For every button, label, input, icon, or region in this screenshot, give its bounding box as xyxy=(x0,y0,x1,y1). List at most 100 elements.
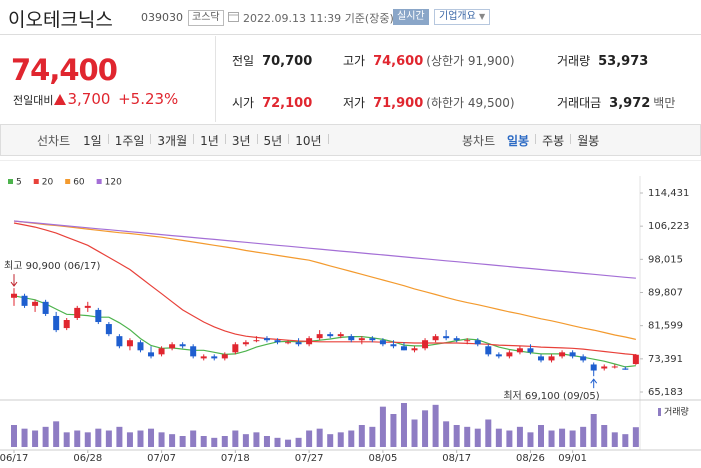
candle-body xyxy=(432,336,439,341)
candle-body xyxy=(21,295,28,306)
overview-text: 기업개요 xyxy=(439,11,476,22)
tab[interactable]: 5년 xyxy=(263,134,283,148)
chart: 5 20 60 120 65,183 73,391 81,599 89,807 98,015 10… xyxy=(0,160,701,464)
tab[interactable]: 1주일 xyxy=(114,134,145,148)
volume-bar xyxy=(632,427,639,447)
volume-bar xyxy=(274,437,281,447)
volume-bar xyxy=(32,430,39,447)
candle-body xyxy=(348,336,355,341)
tab[interactable]: 1일 xyxy=(83,134,102,148)
volume-bar xyxy=(485,419,492,447)
candle-body xyxy=(242,342,249,345)
candle-body xyxy=(580,356,587,361)
volume-bar xyxy=(285,439,292,447)
candle-body xyxy=(559,352,566,357)
quote-note: 백만 xyxy=(653,96,676,110)
volume-bar xyxy=(538,425,544,447)
tab[interactable]: 1년 xyxy=(200,134,219,148)
volume-bar xyxy=(200,436,207,447)
tab[interactable]: 10년 xyxy=(295,134,322,148)
x-tick-label: 07/07 xyxy=(147,453,176,464)
volume-bar xyxy=(432,404,439,447)
legend-swatch xyxy=(65,179,71,184)
divider xyxy=(0,34,701,35)
quote-value: 3,972 xyxy=(609,96,651,111)
volume-bar xyxy=(316,428,323,447)
candle-body xyxy=(611,366,618,368)
candle-body xyxy=(295,342,302,345)
volume-bar xyxy=(611,432,618,447)
basis-text: 기준(장중) xyxy=(344,12,394,25)
quote-value: 71,900 xyxy=(373,96,424,111)
volume-bar xyxy=(590,414,597,447)
current-price: 74,400 xyxy=(11,53,118,87)
change-pct: +5.23% xyxy=(118,90,179,108)
annotation-high: 최고 90,900 (06/17) xyxy=(4,260,100,272)
volume-bar xyxy=(453,425,460,447)
legend-swatch xyxy=(96,179,102,184)
volume-bar xyxy=(63,432,70,447)
candle-body xyxy=(632,354,639,365)
candle-body xyxy=(95,309,102,323)
candle-body xyxy=(42,301,49,314)
candle-body xyxy=(337,334,344,337)
volume-bar xyxy=(516,426,523,447)
candle-body xyxy=(179,344,186,347)
candle-body xyxy=(411,348,418,351)
quote-label: 시가 xyxy=(232,96,255,110)
volume-bar xyxy=(390,414,397,447)
volume-bar xyxy=(263,436,270,447)
volume-bar xyxy=(548,430,555,447)
legend-swatch xyxy=(8,179,13,184)
candle-body xyxy=(485,346,492,355)
tab-label: 선차트 xyxy=(37,134,71,148)
volume-bar xyxy=(190,430,197,447)
tab-separator xyxy=(107,134,109,144)
quote-value: 53,973 xyxy=(598,54,649,69)
volume-bar xyxy=(295,437,302,447)
candle-body xyxy=(422,340,429,349)
candle-body xyxy=(84,305,91,308)
candle-body xyxy=(158,348,165,355)
x-tick-label: 08/05 xyxy=(368,453,397,464)
tab[interactable]: 월봉 xyxy=(577,134,600,148)
volume-bar xyxy=(95,428,102,447)
y-tick-label: 73,391 xyxy=(648,354,683,365)
volume-bar xyxy=(53,421,60,447)
realtime-button[interactable]: 실시간 xyxy=(393,9,429,25)
tab[interactable]: 주봉 xyxy=(542,134,565,148)
change-value: 3,700 xyxy=(67,90,111,108)
quote-item: 전일 70,700 xyxy=(232,52,312,69)
y-tick-label: 114,431 xyxy=(648,188,689,199)
tab-separator xyxy=(327,134,329,144)
x-tick-label: 06/28 xyxy=(73,453,102,464)
candle-body xyxy=(53,315,60,331)
volume-bar xyxy=(622,434,629,447)
candle-body xyxy=(285,342,292,344)
volume-bar xyxy=(169,434,176,447)
divider xyxy=(215,36,216,122)
volume-bar xyxy=(400,403,407,447)
tab[interactable]: 3개월 xyxy=(157,134,188,148)
tab-separator xyxy=(224,134,226,144)
tab[interactable]: 일봉 xyxy=(507,134,530,148)
volume-bar xyxy=(11,425,17,447)
ma-line xyxy=(13,220,637,340)
candle-body xyxy=(74,307,81,318)
volume-bar xyxy=(337,432,344,447)
candle-body xyxy=(601,366,608,369)
tab[interactable]: 3년 xyxy=(231,134,251,148)
candle-body xyxy=(316,334,323,339)
y-tick-label: 81,599 xyxy=(648,321,683,332)
y-tick-label: 98,015 xyxy=(648,254,683,265)
x-tick-label: 07/18 xyxy=(221,453,250,464)
tab-separator xyxy=(535,134,537,144)
volume-bar xyxy=(411,419,418,447)
x-tick-label: 08/17 xyxy=(442,453,471,464)
calendar-icon xyxy=(228,12,239,22)
overview-dropdown[interactable]: 기업개요 ▼ xyxy=(434,9,491,25)
datetime-text: 2022.09.13 11:39 xyxy=(243,12,342,25)
volume-bar xyxy=(369,426,376,447)
candle-body xyxy=(527,348,534,353)
